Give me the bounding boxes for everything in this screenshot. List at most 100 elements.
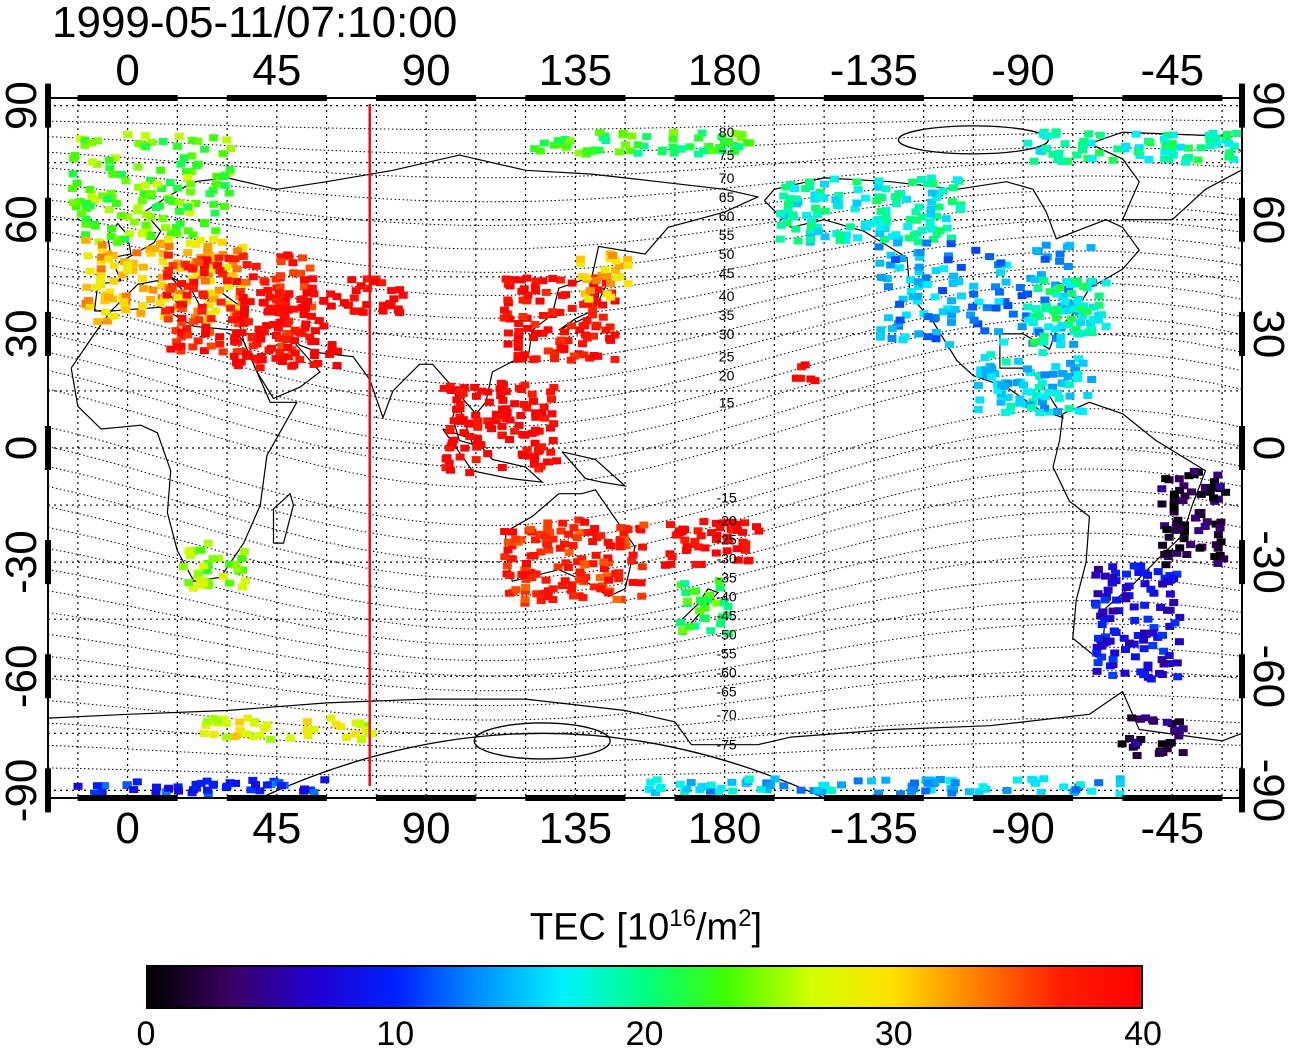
tec-pixel (875, 230, 885, 237)
tec-pixel (1093, 659, 1103, 667)
tec-pixel (791, 195, 801, 203)
tec-pixel (601, 326, 611, 334)
tec-pixel (1193, 156, 1203, 164)
tec-pixel (258, 298, 268, 306)
tec-pixel (695, 596, 705, 604)
tec-pixel (991, 283, 1000, 291)
tec-pixel (625, 147, 635, 155)
tec-pixel (232, 278, 242, 285)
tec-pixel (90, 222, 100, 230)
tec-pixel (1157, 740, 1167, 748)
tec-pixel (891, 256, 901, 264)
tec-pixel (183, 331, 193, 339)
tec-pixel (310, 327, 320, 335)
magnetic-contour-line (48, 532, 1242, 630)
tec-pixel (741, 546, 750, 554)
tec-pixel (590, 525, 600, 532)
tec-pixel (1000, 298, 1010, 306)
tec-pixel (209, 730, 219, 738)
tec-pixel (644, 785, 654, 793)
frame-tick-right (1239, 311, 1245, 356)
tec-pixel (538, 312, 548, 319)
tec-pixel (682, 543, 692, 551)
tec-pixel (535, 297, 545, 305)
top-axis-tick-label: 135 (539, 46, 612, 95)
frame-tick-left (45, 768, 51, 813)
tec-pixel (1176, 143, 1186, 151)
tec-pixel (199, 730, 209, 737)
bottom-axis-tick-label: 135 (539, 804, 612, 853)
tec-pixel (473, 417, 483, 425)
tec-pixel (1094, 292, 1104, 300)
tec-pixel (1070, 367, 1080, 374)
contour-label: 35 (719, 307, 735, 323)
tec-pixel (505, 571, 515, 579)
tec-pixel (188, 264, 198, 272)
tec-pixel (93, 137, 103, 145)
bottom-longitude-axis: 0 45 90 135 180 -135 -90 -45 (115, 804, 1204, 853)
tec-pixel (1094, 634, 1103, 642)
tec-pixel (677, 528, 687, 536)
tec-pixel (540, 532, 550, 540)
tec-pixel (639, 521, 649, 529)
tec-pixel (1067, 289, 1076, 297)
tec-pixel (529, 334, 538, 341)
tec-pixel (553, 137, 563, 145)
tec-pixel (542, 458, 552, 466)
tec-pixel (1216, 538, 1226, 546)
tec-pixel (87, 189, 97, 197)
tec-pixel (530, 320, 540, 328)
tec-pixel (174, 132, 184, 140)
tec-pixel (202, 777, 212, 785)
tec-pixel (681, 589, 691, 597)
tec-pixel (274, 309, 284, 317)
tec-pixel (484, 398, 494, 406)
frame-tick-bottom (376, 795, 477, 801)
tec-pixel (246, 786, 256, 794)
tec-pixel (677, 145, 687, 153)
tec-pixel (319, 297, 329, 304)
tec-pixel (1064, 285, 1074, 293)
tec-pixel (168, 262, 178, 269)
tec-pixel (398, 291, 408, 299)
tec-pixel (548, 275, 558, 282)
tec-pixel (1012, 776, 1022, 784)
contour-label: -40 (716, 588, 736, 604)
tec-pixel (693, 527, 703, 535)
tec-pixel (1055, 257, 1065, 265)
tec-pixel (886, 251, 896, 259)
magnetic-contour-line (48, 717, 1242, 749)
tec-pixel (157, 281, 167, 289)
tec-pixel (183, 227, 193, 235)
tec-pixel (215, 286, 224, 294)
tec-pixel (727, 778, 737, 786)
tec-pixel (569, 524, 579, 532)
tec-pixel (251, 262, 261, 270)
tec-pixel (874, 183, 884, 191)
tec-pixel (274, 289, 284, 296)
tec-pixel (986, 351, 996, 359)
tec-pixel (186, 168, 196, 176)
tec-pixel (339, 299, 349, 307)
tec-pixel (805, 180, 815, 188)
tec-pixel (946, 318, 956, 326)
tec-pixel (503, 546, 513, 554)
tec-pixel (1087, 155, 1097, 163)
contour-label: -50 (716, 626, 736, 642)
tec-region-south-america-east (1157, 467, 1231, 569)
frame-tick-left (45, 540, 51, 585)
tec-pixel (505, 315, 515, 323)
magnetic-contour-line (48, 190, 1242, 250)
tec-pixel (1027, 404, 1037, 412)
tec-pixel (520, 595, 530, 603)
magnetic-contour-line (48, 765, 1242, 777)
tec-pixel (290, 326, 300, 334)
colorbar-title-end: ] (751, 906, 763, 949)
tec-pixel (1015, 395, 1025, 403)
tec-pixel (610, 355, 620, 363)
tec-pixel (121, 177, 131, 185)
tec-pixel (922, 281, 932, 288)
tec-pixel (1051, 314, 1061, 322)
tec-pixel (521, 575, 531, 583)
tec-pixel (892, 193, 902, 201)
